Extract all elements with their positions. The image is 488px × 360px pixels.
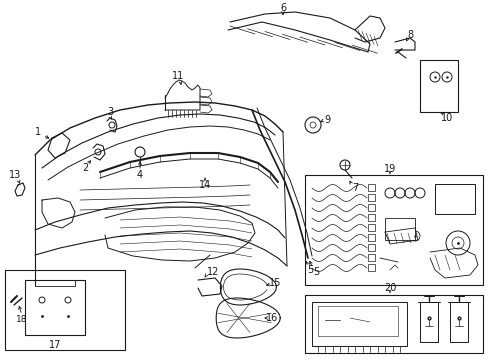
Bar (384, 218, 414, 240)
Text: 20: 20 (383, 283, 395, 293)
Text: 12: 12 (206, 267, 219, 277)
Text: 17: 17 (49, 340, 61, 350)
Text: 11: 11 (171, 71, 184, 81)
Text: 7: 7 (351, 183, 357, 193)
Bar (367, 224, 374, 231)
Text: 4: 4 (137, 170, 143, 180)
Text: 5: 5 (312, 267, 319, 277)
Bar (367, 254, 374, 261)
Bar (317, 306, 397, 336)
Text: 10: 10 (440, 113, 452, 123)
Text: 8: 8 (406, 30, 412, 40)
Text: 5: 5 (306, 265, 312, 275)
Bar (419, 302, 437, 342)
Bar (367, 204, 374, 211)
Text: 3: 3 (107, 107, 113, 117)
Bar (419, 60, 457, 112)
Bar (367, 244, 374, 251)
Text: 9: 9 (323, 115, 329, 125)
Bar (311, 302, 406, 346)
Text: 2: 2 (81, 163, 88, 173)
Bar (305, 175, 482, 285)
Text: 19: 19 (383, 164, 395, 174)
Text: 14: 14 (199, 180, 211, 190)
Text: 15: 15 (268, 278, 281, 288)
Bar (367, 214, 374, 221)
Bar (367, 234, 374, 241)
Text: 13: 13 (9, 170, 21, 180)
Text: 6: 6 (279, 3, 285, 13)
Bar (367, 194, 374, 201)
Text: 16: 16 (265, 313, 278, 323)
Bar (5, 270, 125, 350)
Bar (434, 184, 474, 214)
Bar (367, 264, 374, 271)
Bar (367, 184, 374, 191)
Bar (305, 295, 482, 353)
Text: 1: 1 (35, 127, 41, 137)
Text: 18: 18 (16, 315, 28, 324)
Bar (449, 302, 467, 342)
